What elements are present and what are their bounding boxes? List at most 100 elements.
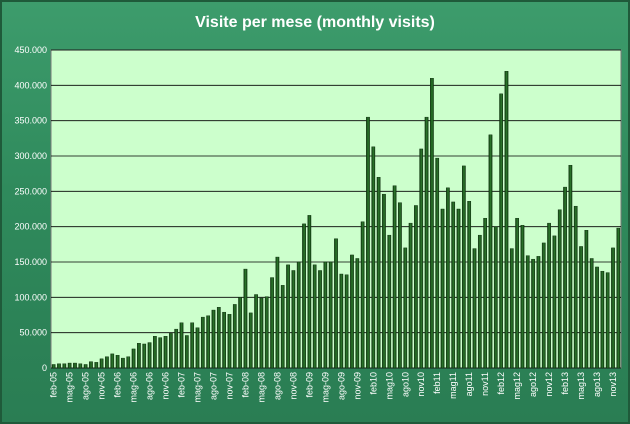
bar	[531, 258, 535, 369]
bar	[179, 322, 184, 369]
bar	[243, 268, 248, 369]
x-tick-label: nov-05	[97, 372, 107, 400]
bar	[493, 226, 498, 369]
x-tick-label: mag-05	[65, 372, 75, 403]
bar	[62, 363, 67, 369]
bar	[73, 362, 77, 369]
x-tick-label: feb-05	[49, 372, 59, 398]
y-tick-label: 400.000	[14, 80, 47, 90]
bar	[169, 333, 173, 369]
bar	[264, 296, 269, 369]
bar	[83, 364, 88, 369]
x-tick-label: ago-06	[145, 372, 155, 400]
bar-series	[51, 70, 621, 369]
bar	[414, 205, 418, 369]
x-tick-label: feb-06	[113, 372, 123, 398]
x-tick-label: ago10	[400, 372, 410, 397]
bar	[477, 234, 482, 369]
bar	[275, 256, 280, 369]
x-tick-label: nov11	[480, 372, 490, 396]
bar	[232, 304, 237, 369]
bar	[451, 201, 456, 369]
y-tick-label: 350.000	[14, 116, 47, 126]
x-tick-label: feb12	[496, 372, 506, 395]
bar	[131, 348, 136, 369]
bar	[200, 316, 205, 369]
x-tick-label: feb11	[432, 372, 442, 394]
x-tick-label: mag-08	[256, 372, 266, 403]
bar	[488, 134, 493, 369]
bar	[573, 205, 578, 369]
bar	[99, 358, 104, 369]
x-tick-label: feb13	[560, 372, 570, 395]
y-tick-label: 150.000	[14, 257, 47, 267]
bar	[339, 273, 344, 369]
bar	[206, 315, 210, 369]
x-tick-label: nov-06	[161, 372, 171, 400]
bar	[110, 353, 115, 369]
y-tick-label: 50.000	[19, 328, 47, 338]
bar	[307, 215, 312, 369]
bar	[318, 270, 322, 369]
bar	[89, 361, 93, 369]
bar	[520, 225, 525, 369]
bar	[126, 356, 131, 369]
bar	[605, 272, 610, 369]
y-tick-label: 450.000	[14, 45, 47, 55]
bar	[579, 246, 583, 369]
bar	[57, 363, 61, 369]
bar	[211, 309, 216, 369]
bar	[216, 307, 221, 369]
y-tick-label: 250.000	[14, 186, 47, 196]
bar	[440, 208, 445, 369]
x-tick-label: nov-07	[224, 372, 234, 400]
bar	[366, 116, 370, 369]
x-tick-label: nov-09	[352, 372, 362, 400]
bar	[270, 277, 274, 369]
bar	[360, 221, 365, 369]
bar	[589, 258, 594, 369]
x-tick-label: ago-09	[336, 372, 346, 400]
bar	[584, 229, 589, 369]
bar	[184, 335, 189, 369]
bar	[147, 342, 152, 369]
x-tick-label: nov13	[608, 372, 618, 397]
bar	[291, 270, 296, 369]
y-tick-label: 100.000	[14, 292, 47, 302]
bar	[163, 336, 168, 369]
bar	[248, 312, 253, 369]
x-tick-label: nov12	[544, 372, 554, 397]
bar	[547, 222, 551, 369]
bar	[430, 78, 434, 369]
y-tick-label: 200.000	[14, 222, 47, 232]
bar	[174, 328, 179, 369]
bar	[344, 274, 349, 369]
bar	[78, 363, 83, 369]
bar	[115, 355, 120, 369]
bar	[509, 248, 514, 369]
bar	[312, 264, 317, 369]
x-tick-label: nov10	[416, 372, 426, 397]
bar	[435, 157, 440, 369]
x-tick-label: feb10	[368, 372, 378, 395]
bar	[302, 223, 306, 369]
bar	[195, 327, 200, 369]
x-tick-label: mag10	[384, 372, 394, 400]
bar	[419, 148, 424, 369]
bar	[387, 234, 392, 369]
bar	[595, 266, 599, 369]
bar	[121, 357, 125, 369]
x-tick-label: mag12	[512, 372, 522, 400]
bar	[499, 93, 503, 369]
bar	[600, 270, 605, 369]
bar	[552, 235, 557, 369]
x-tick-label: ago-07	[208, 372, 218, 400]
bar	[334, 238, 338, 369]
bar	[398, 202, 402, 369]
bar	[142, 343, 147, 369]
bar	[51, 364, 56, 369]
x-tick-label: feb-08	[240, 372, 250, 398]
bar	[328, 261, 333, 369]
x-tick-label: mag11	[448, 372, 458, 399]
